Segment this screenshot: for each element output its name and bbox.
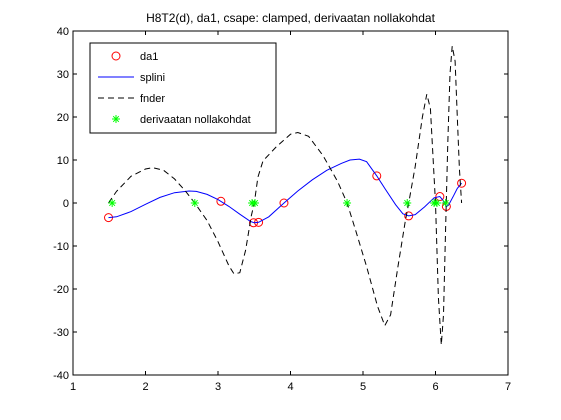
- star-stroke: [251, 199, 259, 207]
- data-point-da1: [372, 171, 382, 181]
- legend-label-da1: da1: [140, 51, 158, 63]
- y-tick-label: 20: [57, 112, 69, 124]
- x-tick-label: 1: [70, 381, 76, 393]
- x-tick-label: 4: [287, 381, 293, 393]
- chart-title: H8T2(d), da1, csape: clamped, derivaatan…: [146, 11, 436, 25]
- y-tick-label: -40: [53, 370, 69, 382]
- y-tick-label: -20: [53, 284, 69, 296]
- legend-label-derivaatan-nollakohdat: derivaatan nollakohdat: [140, 114, 251, 126]
- star-stroke: [112, 115, 120, 123]
- y-tick-label: -30: [53, 327, 69, 339]
- data-point-derivaatan-nollakohdat: [432, 199, 441, 207]
- legend-label-fnder: fnder: [140, 93, 165, 105]
- series-line-splini: [108, 158, 462, 224]
- data-point-derivaatan-nollakohdat: [190, 199, 199, 207]
- legend-label-splini: splini: [140, 72, 165, 84]
- data-point-derivaatan-nollakohdat: [108, 199, 117, 207]
- y-tick-label: 40: [57, 26, 69, 38]
- data-point-da1: [279, 198, 289, 208]
- y-tick-label: 0: [63, 198, 69, 210]
- data-point-derivaatan-nollakohdat: [403, 199, 412, 207]
- x-tick-label: 7: [505, 381, 511, 393]
- data-point-derivaatan-nollakohdat: [343, 199, 352, 207]
- legend-swatch-derivaatan-nollakohdat: [112, 115, 120, 123]
- star-stroke: [404, 199, 411, 207]
- x-tick-label: 6: [432, 381, 438, 393]
- legend-box: [89, 42, 277, 134]
- star-stroke: [433, 199, 441, 207]
- star-stroke: [191, 199, 198, 207]
- y-tick-label: 30: [57, 69, 69, 81]
- star-stroke: [108, 199, 116, 207]
- data-point-da1: [216, 196, 226, 206]
- star-stroke: [442, 199, 449, 207]
- data-point-derivaatan-nollakohdat: [250, 199, 259, 207]
- data-point-derivaatan-nollakohdat: [441, 199, 450, 207]
- legend-swatch-da1: [111, 51, 121, 61]
- data-point-da1: [457, 178, 467, 188]
- y-tick-label: -10: [53, 241, 69, 253]
- y-tick-label: 10: [57, 155, 69, 167]
- star-stroke: [343, 199, 351, 207]
- legend: da1 splini fnder derivaatan nollakohdat: [89, 42, 277, 134]
- data-point-da1: [404, 211, 414, 221]
- x-tick-label: 2: [142, 381, 148, 393]
- x-tick-label: 3: [215, 381, 221, 393]
- x-tick-label: 5: [360, 381, 366, 393]
